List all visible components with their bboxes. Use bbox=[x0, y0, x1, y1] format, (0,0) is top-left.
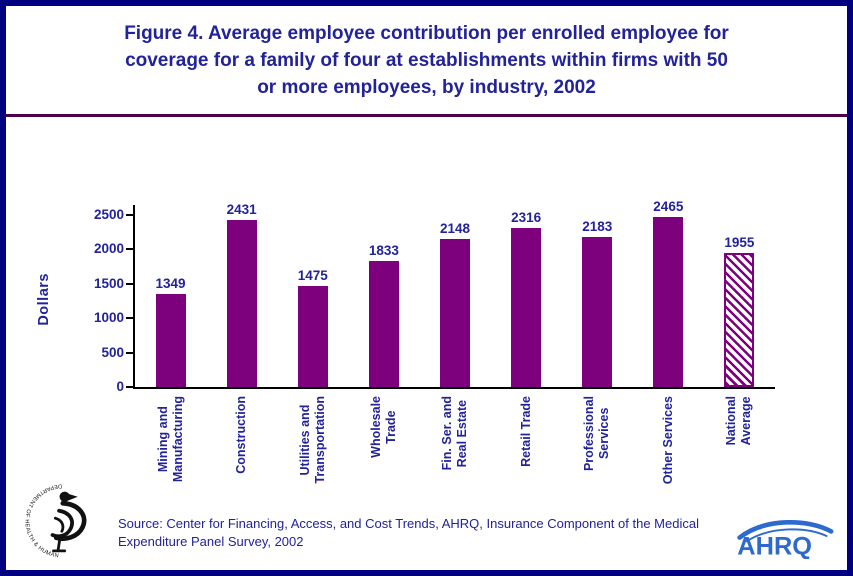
bar-group: 1475 bbox=[277, 215, 348, 387]
bar-hatched bbox=[724, 252, 755, 387]
bar bbox=[297, 285, 328, 387]
bar-value-label: 2431 bbox=[226, 201, 257, 217]
bar-value-label: 2183 bbox=[582, 218, 613, 234]
category-label-cell: Utilities and Transportation bbox=[277, 396, 348, 508]
hhs-eagle-icon bbox=[50, 491, 87, 553]
bar-value-label: 2148 bbox=[439, 221, 471, 237]
y-tick-label: 500 bbox=[101, 344, 124, 360]
bar-group: 1833 bbox=[348, 215, 419, 387]
y-tick-label: 0 bbox=[116, 379, 124, 394]
y-axis-title-text: Dollars bbox=[36, 272, 52, 326]
category-label: Construction bbox=[234, 396, 249, 474]
category-label-cell: Construction bbox=[206, 396, 277, 508]
category-label: Mining and Manufacturing bbox=[155, 396, 185, 483]
bar bbox=[155, 294, 186, 387]
bar-value-label: 1349 bbox=[155, 276, 186, 292]
y-axis-title: Dollars bbox=[36, 211, 52, 387]
y-tick-labels: 0 500 1000 1500 2000 2500 bbox=[56, 207, 124, 394]
y-tick-label: 2000 bbox=[93, 241, 124, 257]
y-tick-mark bbox=[126, 214, 135, 216]
plot-area: 1349 2431 1475 1833 2148 2316 2183 2465 1955 bbox=[126, 199, 775, 389]
source-note: Source: Center for Financing, Access, an… bbox=[118, 516, 699, 550]
bar-value-label: 1955 bbox=[724, 234, 755, 250]
category-label: Professional Services bbox=[582, 396, 612, 472]
bar-value-label: 2316 bbox=[511, 209, 542, 225]
ahrq-logo-text: AHRQ bbox=[737, 532, 812, 559]
ahrq-swoosh-icon bbox=[737, 519, 834, 543]
y-tick-mark bbox=[126, 386, 135, 388]
y-tick-mark bbox=[126, 248, 135, 251]
category-label-cell: Fin. Ser. and Real Estate bbox=[419, 396, 490, 508]
bar-value-label: 2465 bbox=[653, 199, 684, 215]
category-label: Fin. Ser. and Real Estate bbox=[439, 396, 469, 471]
bar bbox=[511, 227, 542, 387]
bar bbox=[582, 236, 613, 387]
y-tick-mark bbox=[126, 351, 135, 354]
category-label-cell: Retail Trade bbox=[491, 396, 562, 508]
bar-group: 1349 bbox=[135, 215, 206, 387]
bar-group: 2148 bbox=[419, 215, 490, 387]
bar-value-label: 1833 bbox=[368, 242, 399, 258]
y-tick-mark bbox=[126, 317, 135, 320]
category-label-cell: Wholesale Trade bbox=[348, 396, 419, 508]
y-tick-mark bbox=[126, 282, 135, 285]
category-label: National Average bbox=[724, 396, 754, 446]
y-tick-label: 1000 bbox=[93, 310, 124, 326]
category-label: Utilities and Transportation bbox=[297, 396, 327, 484]
category-labels: Mining and Manufacturing Construction Util… bbox=[135, 396, 775, 508]
bar-value-label: 1475 bbox=[297, 267, 328, 283]
category-label-cell: Other Services bbox=[633, 396, 704, 508]
hhs-logo: DEPARTMENT OF HEALTH & HUMAN SERVICES • … bbox=[16, 475, 104, 568]
category-label-cell: Professional Services bbox=[562, 396, 633, 508]
bar bbox=[226, 219, 257, 387]
category-label: Other Services bbox=[660, 396, 675, 485]
bar-group: 2465 bbox=[633, 199, 704, 387]
category-label-cell: Mining and Manufacturing bbox=[135, 396, 206, 508]
y-tick-label: 2500 bbox=[93, 207, 124, 222]
figure-title: Figure 4. Average employee contribution … bbox=[124, 23, 729, 98]
bar-group: 2316 bbox=[491, 210, 562, 387]
category-label: Retail Trade bbox=[518, 396, 533, 467]
y-axis-line bbox=[133, 205, 135, 389]
category-label-cell: National Average bbox=[704, 396, 775, 508]
bar bbox=[439, 239, 470, 387]
bar bbox=[653, 217, 684, 387]
bar-group: 2183 bbox=[562, 215, 633, 387]
bar bbox=[368, 260, 399, 387]
ahrq-logo: AHRQ bbox=[735, 513, 835, 564]
bar-group: 1955 bbox=[704, 215, 775, 387]
bar-group: 2431 bbox=[206, 202, 277, 387]
y-tick-label: 1500 bbox=[93, 275, 124, 291]
category-label: Wholesale Trade bbox=[368, 396, 398, 458]
title-divider-rule bbox=[6, 114, 847, 117]
